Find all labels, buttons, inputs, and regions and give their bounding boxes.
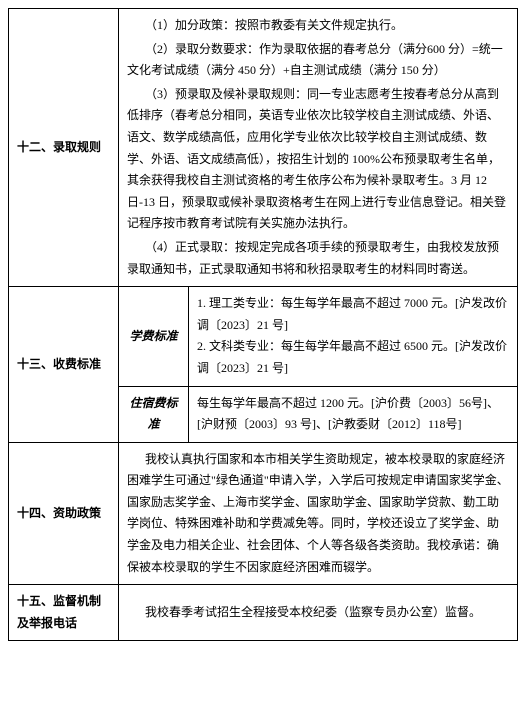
sublabel-dorm: 住宿费标准 [119,386,189,442]
content-tuition: 1. 理工类专业：每生每学年最高不超过 7000 元。[沪发改价调〔2023〕2… [189,287,518,386]
row-label-15: 十五、监督机制及举报电话 [9,585,119,641]
row-label-13: 十三、收费标准 [9,287,119,443]
sublabel-tuition: 学费标准 [119,287,189,386]
paragraph: 我校春季考试招生全程接受本校纪委（监察专员办公室）监督。 [127,602,509,624]
table-row: 十五、监督机制及举报电话 我校春季考试招生全程接受本校纪委（监察专员办公室）监督… [9,585,518,641]
row-label-12: 十二、录取规则 [9,9,119,287]
row-content-12: （1）加分政策：按照市教委有关文件规定执行。 （2）录取分数要求：作为录取依据的… [119,9,518,287]
paragraph: 2. 文科类专业：每生每学年最高不超过 6500 元。[沪发改价调〔2023〕2… [197,336,509,379]
paragraph: 1. 理工类专业：每生每学年最高不超过 7000 元。[沪发改价调〔2023〕2… [197,293,509,336]
paragraph: （4）正式录取：按规定完成各项手续的预录取考生，由我校发放预录取通知书，正式录取… [127,237,509,280]
row-content-15: 我校春季考试招生全程接受本校纪委（监察专员办公室）监督。 [119,585,518,641]
row-content-14: 我校认真执行国家和本市相关学生资助规定，被本校录取的家庭经济困难学生可通过"绿色… [119,442,518,585]
paragraph: 我校认真执行国家和本市相关学生资助规定，被本校录取的家庭经济困难学生可通过"绿色… [127,449,509,579]
paragraph: （3）预录取及候补录取规则：同一专业志愿考生按春考总分从高到低排序（春考总分相同… [127,84,509,235]
content-dorm: 每生每学年最高不超过 1200 元。[沪价费〔2003〕56号]、[沪财预〔20… [189,386,518,442]
table-row: 十三、收费标准 学费标准 1. 理工类专业：每生每学年最高不超过 7000 元。… [9,287,518,386]
paragraph: （1）加分政策：按照市教委有关文件规定执行。 [127,15,509,37]
table-row: 十四、资助政策 我校认真执行国家和本市相关学生资助规定，被本校录取的家庭经济困难… [9,442,518,585]
admissions-table: 十二、录取规则 （1）加分政策：按照市教委有关文件规定执行。 （2）录取分数要求… [8,8,518,641]
table-row: 十二、录取规则 （1）加分政策：按照市教委有关文件规定执行。 （2）录取分数要求… [9,9,518,287]
paragraph: 每生每学年最高不超过 1200 元。[沪价费〔2003〕56号]、[沪财预〔20… [197,393,509,436]
row-label-14: 十四、资助政策 [9,442,119,585]
paragraph: （2）录取分数要求：作为录取依据的春考总分（满分600 分）=统一文化考试成绩（… [127,39,509,82]
